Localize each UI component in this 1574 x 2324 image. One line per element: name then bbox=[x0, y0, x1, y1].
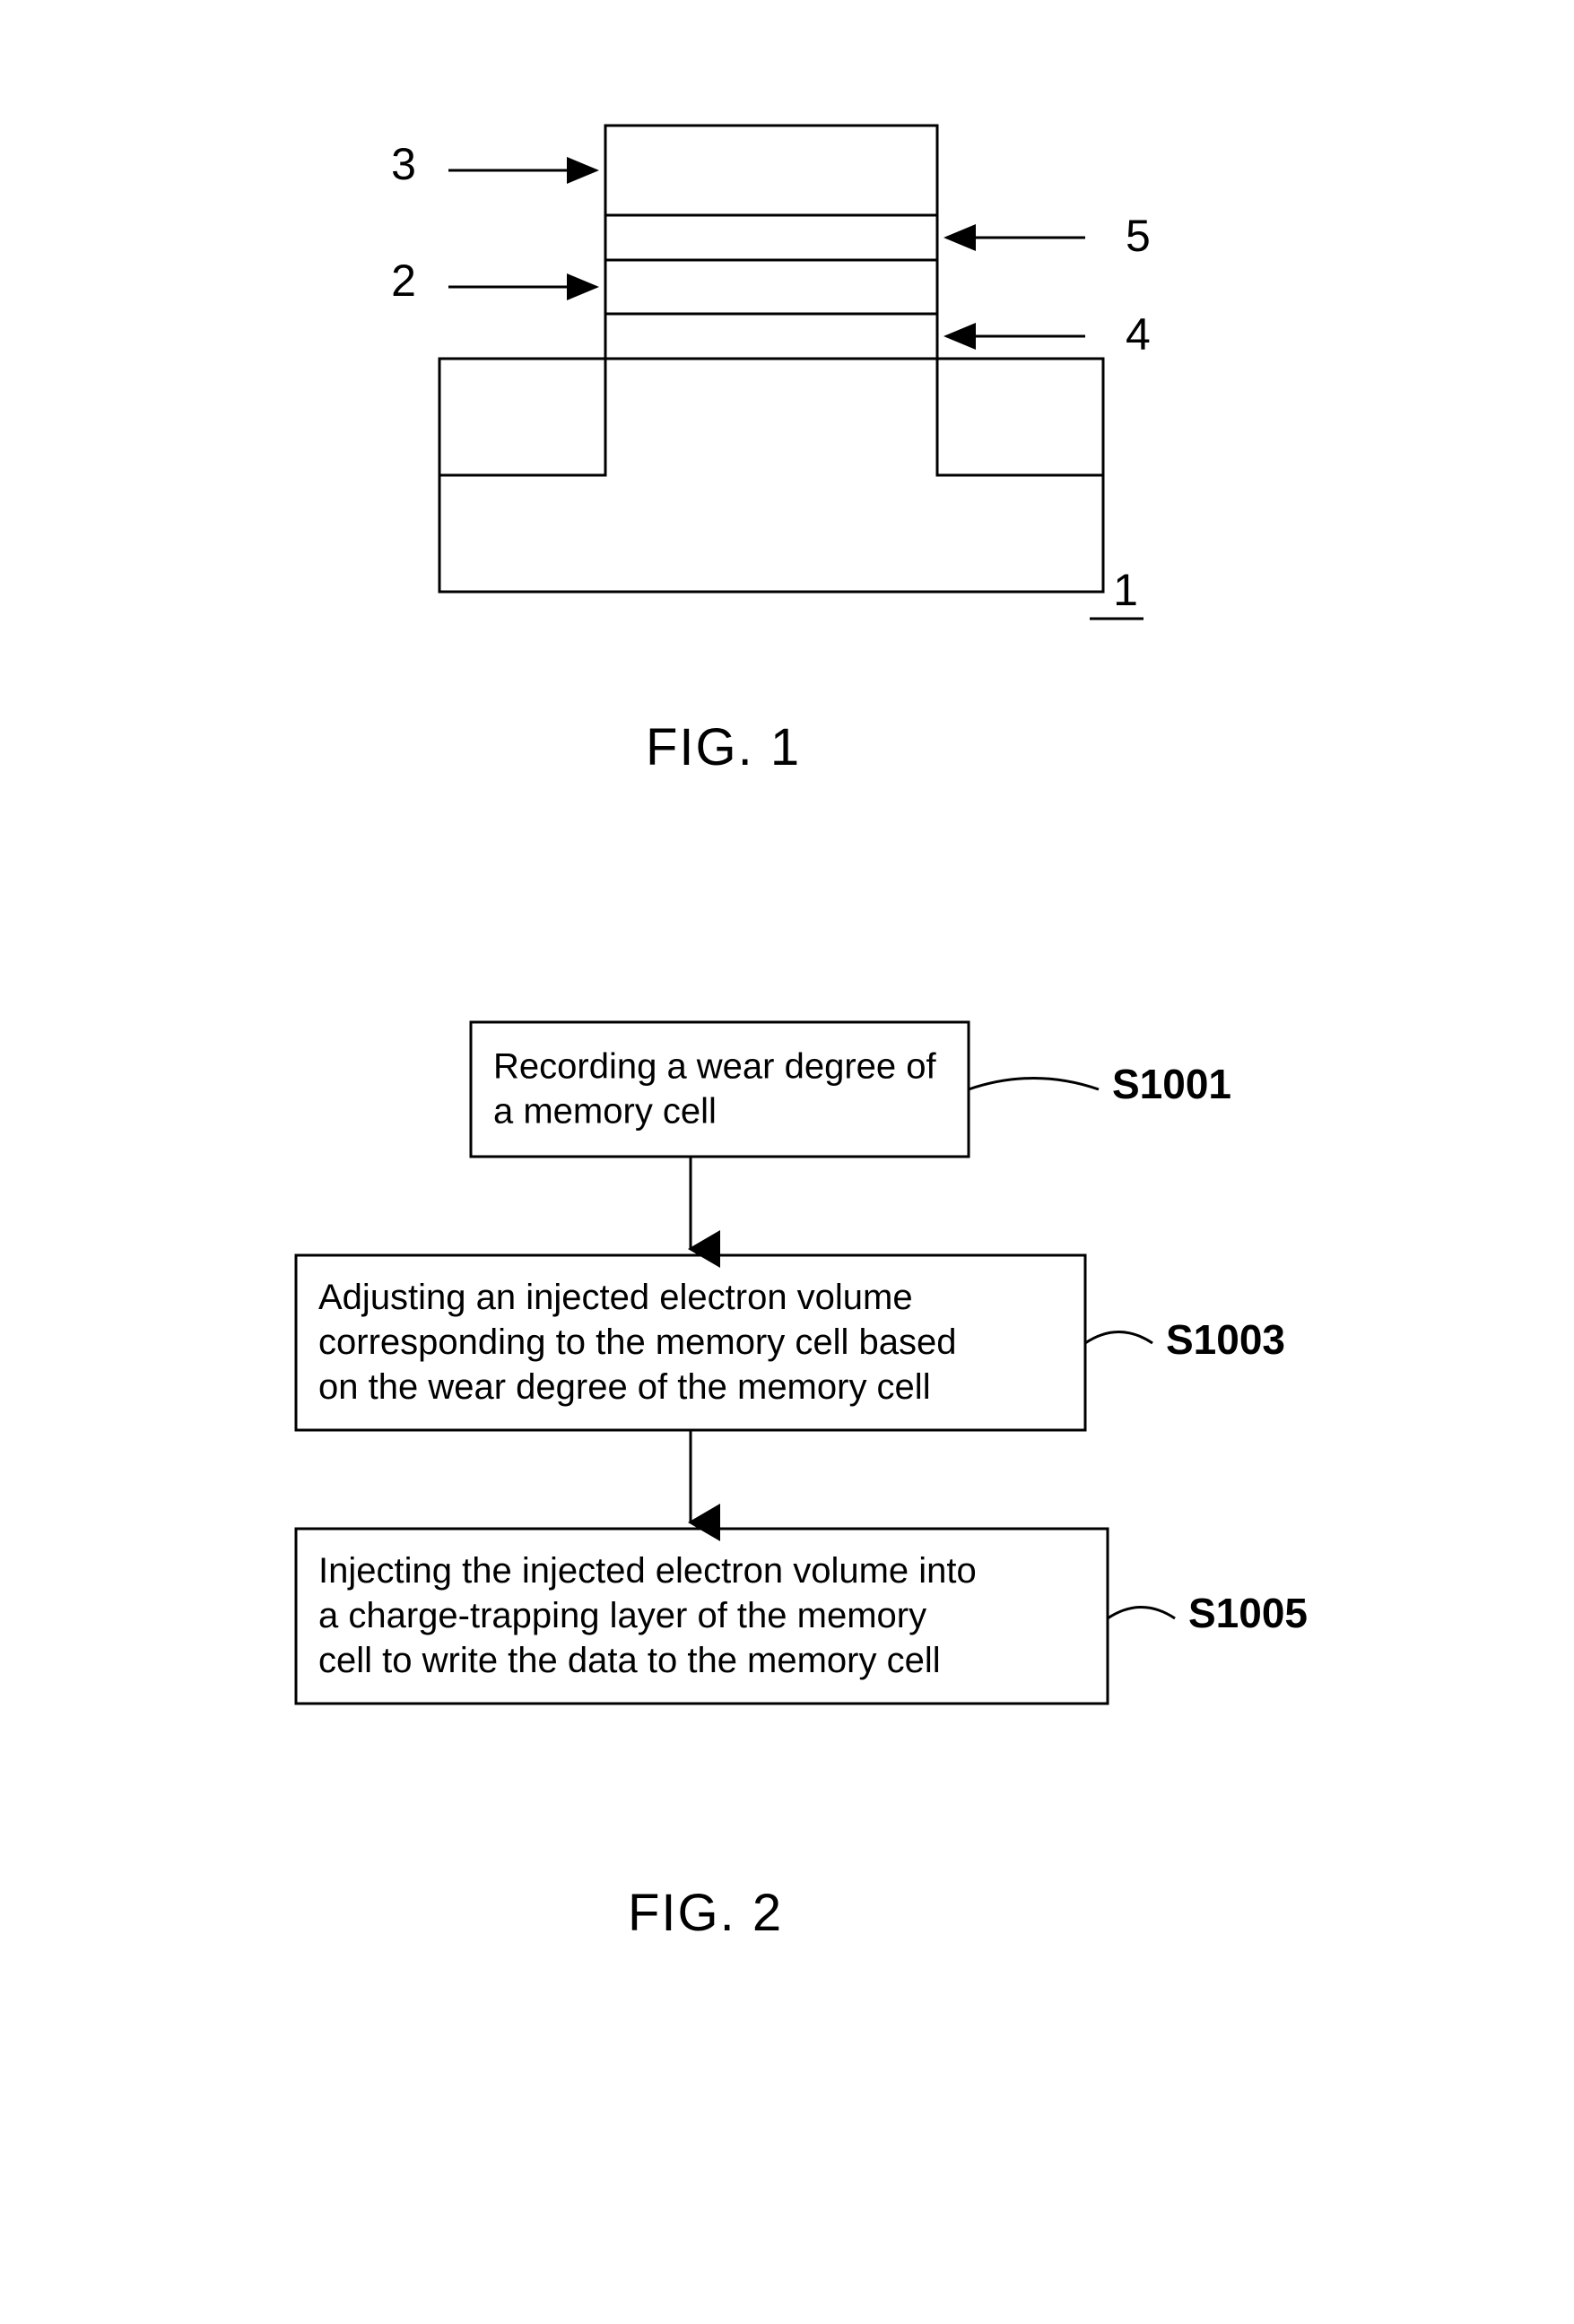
step-label-s1001: S1001 bbox=[1112, 1061, 1231, 1107]
flowchart-text-s1003-1: corresponding to the memory cell based bbox=[318, 1322, 956, 1362]
fig2-svg: Recording a wear degree of a memory cell A… bbox=[179, 986, 1390, 1793]
flowchart-text-s1003-0: Adjusting an injected electron volume bbox=[318, 1278, 913, 1317]
flowchart-text-s1001-0: Recording a wear degree of bbox=[493, 1047, 937, 1087]
l4-label: 4 bbox=[1126, 309, 1151, 360]
layer3 bbox=[605, 126, 937, 215]
l3-label: 3 bbox=[391, 139, 416, 189]
connector-s1003 bbox=[1085, 1332, 1152, 1344]
fig2-caption: FIG. 2 bbox=[628, 1883, 783, 1943]
l1-label: 1 bbox=[1113, 565, 1138, 615]
fig1-caption: FIG. 1 bbox=[646, 717, 801, 777]
flowchart-text-s1001-1: a memory cell bbox=[493, 1092, 717, 1132]
flowchart-text-s1003-2: on the wear degree of the memory cell bbox=[318, 1367, 931, 1407]
flowchart-box-s1001 bbox=[471, 1022, 969, 1157]
l5-label: 5 bbox=[1126, 211, 1151, 261]
l2-label: 2 bbox=[391, 256, 416, 306]
figure-2-flowchart: Recording a wear degree of a memory cell A… bbox=[179, 986, 1390, 1793]
well-right bbox=[937, 359, 1103, 475]
well-left bbox=[439, 359, 605, 475]
connector-s1005 bbox=[1108, 1608, 1175, 1619]
connector-s1001 bbox=[969, 1079, 1099, 1090]
figure-1-device-diagram: 3 2 5 4 1 bbox=[278, 90, 1265, 646]
layer5 bbox=[605, 215, 937, 260]
flowchart-text-s1005-1: a charge-trapping layer of the memory bbox=[318, 1596, 926, 1635]
flowchart-text-s1005-0: Injecting the injected electron volume i… bbox=[318, 1551, 977, 1591]
step-label-s1005: S1005 bbox=[1188, 1590, 1308, 1636]
flowchart-text-s1005-2: cell to write the data to the memory cel… bbox=[318, 1641, 941, 1680]
layer2 bbox=[605, 260, 937, 314]
layer4 bbox=[605, 314, 937, 359]
fig1-svg: 3 2 5 4 1 bbox=[278, 90, 1265, 646]
step-label-s1003: S1003 bbox=[1166, 1316, 1285, 1363]
